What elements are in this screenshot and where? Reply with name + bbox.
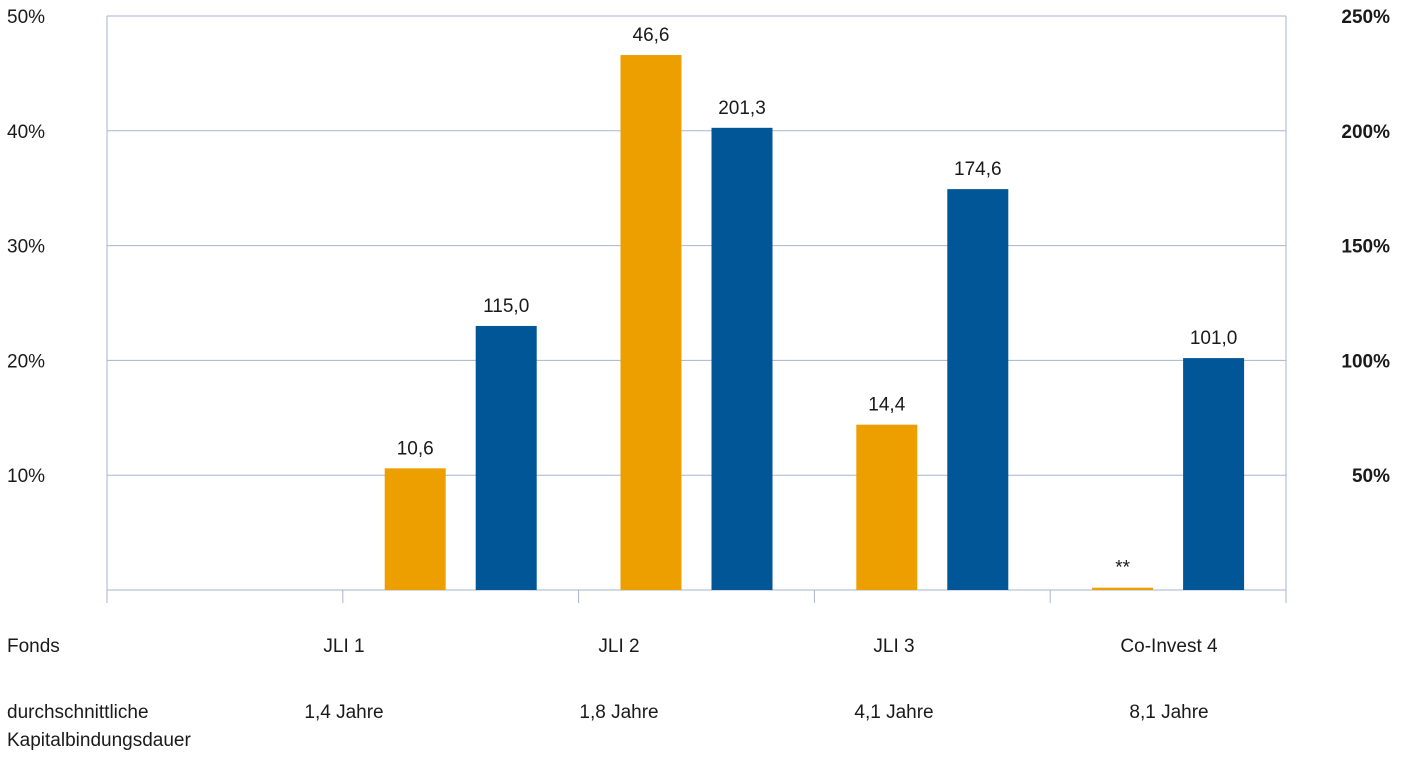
left-tick-label: 30% bbox=[7, 237, 45, 258]
data-label: 46,6 bbox=[633, 25, 670, 46]
data-label: 201,3 bbox=[718, 98, 766, 119]
bar-left-axis bbox=[385, 468, 446, 590]
bar-left-axis bbox=[856, 425, 917, 590]
duration-row-header-line1: durchschnittliche bbox=[7, 699, 149, 727]
data-label: ** bbox=[1115, 558, 1130, 579]
left-tick-label: 10% bbox=[7, 466, 45, 487]
fund-row-header: Fonds bbox=[7, 633, 60, 661]
data-label: 174,6 bbox=[954, 159, 1002, 180]
right-tick-label: 150% bbox=[1341, 237, 1390, 258]
duration-jli-1: 1,4 Jahre bbox=[304, 699, 383, 727]
bar-left-axis bbox=[1092, 588, 1153, 590]
fund-name-jli-1: JLI 1 bbox=[323, 633, 364, 661]
bar-right-axis bbox=[947, 189, 1008, 590]
data-label: 10,6 bbox=[397, 438, 434, 459]
bar-right-axis bbox=[476, 326, 537, 590]
bar-right-axis bbox=[712, 128, 773, 590]
gridlines bbox=[107, 16, 1286, 603]
data-label: 101,0 bbox=[1190, 328, 1238, 349]
right-tick-label: 100% bbox=[1341, 351, 1390, 372]
fund-name-co-invest-4: Co-Invest 4 bbox=[1120, 633, 1217, 661]
right-tick-label: 50% bbox=[1352, 466, 1390, 487]
left-tick-label: 50% bbox=[7, 7, 45, 28]
left-tick-label: 20% bbox=[7, 351, 45, 372]
bar-left-axis bbox=[621, 55, 682, 590]
fund-name-jli-3: JLI 3 bbox=[873, 633, 914, 661]
data-label: 14,4 bbox=[868, 395, 905, 416]
bars bbox=[385, 55, 1244, 590]
duration-row-header-line2: Kapitalbindungsdauer bbox=[7, 727, 191, 755]
right-axis-ticks: 50% 100% 150% 200% 250% bbox=[1341, 7, 1390, 487]
left-tick-label: 40% bbox=[7, 122, 45, 143]
duration-jli-3: 4,1 Jahre bbox=[854, 699, 933, 727]
duration-jli-2: 1,8 Jahre bbox=[579, 699, 658, 727]
bar-right-axis bbox=[1183, 358, 1244, 590]
left-axis-ticks: 10% 20% 30% 40% 50% bbox=[7, 7, 45, 487]
fund-name-jli-2: JLI 2 bbox=[598, 633, 639, 661]
data-label: 115,0 bbox=[483, 296, 529, 317]
duration-co-invest-4: 8,1 Jahre bbox=[1129, 699, 1208, 727]
right-tick-label: 250% bbox=[1341, 7, 1390, 28]
right-tick-label: 200% bbox=[1341, 122, 1390, 143]
